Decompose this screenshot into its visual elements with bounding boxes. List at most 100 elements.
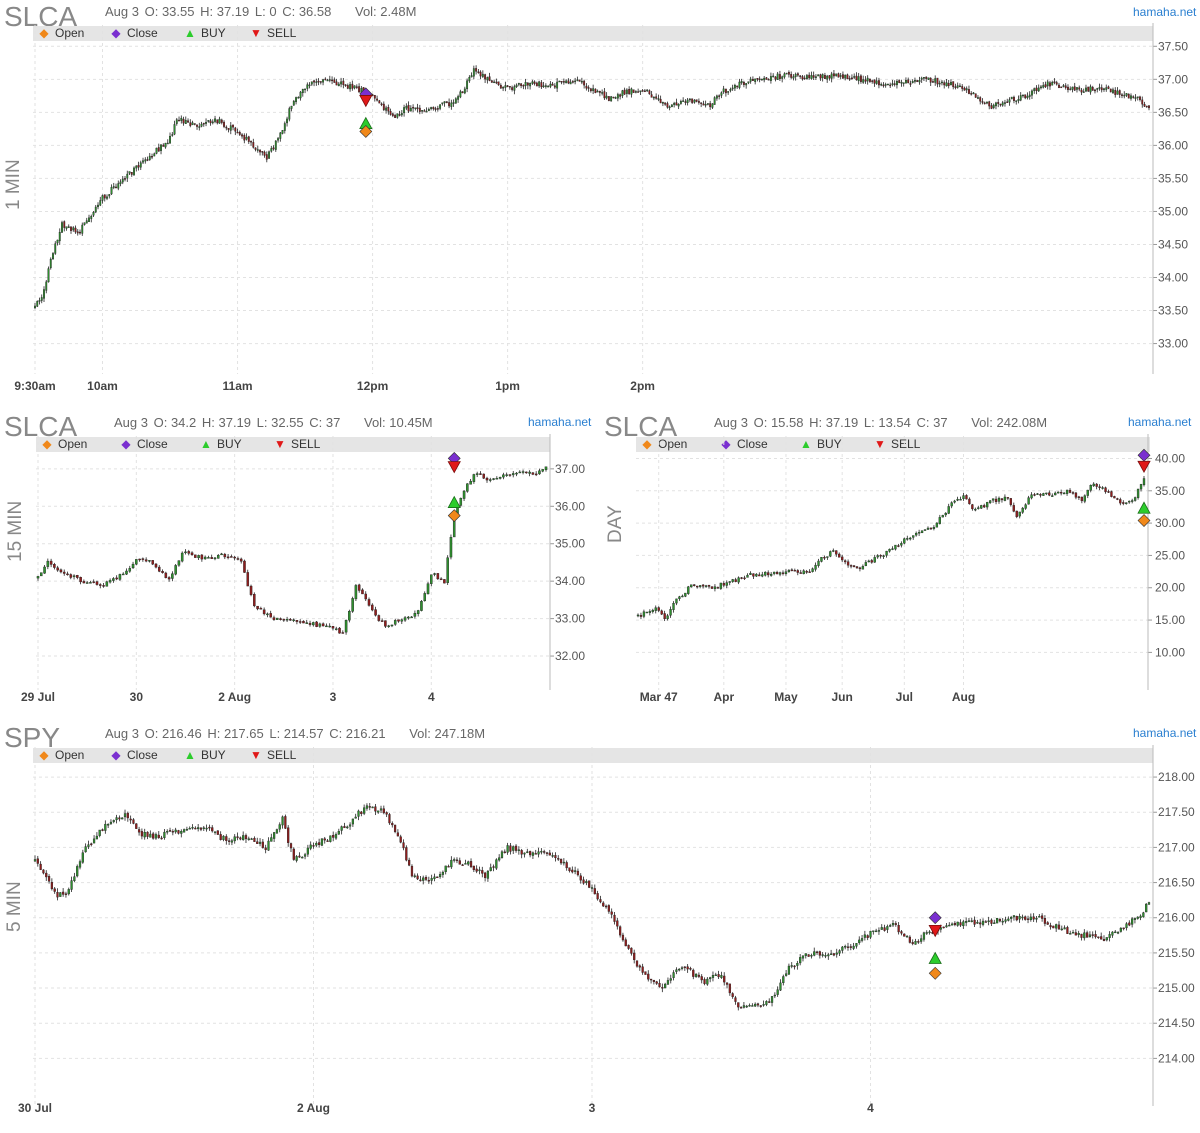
candle [654,605,657,614]
candle [242,831,245,841]
candle [725,580,728,589]
candle [542,81,545,88]
candle-body [238,132,241,135]
candle-body [891,548,894,550]
candle-body [254,147,257,150]
candle-body [774,76,777,80]
candle [263,150,266,158]
candle-body [787,72,790,75]
candle-body [1142,912,1145,918]
candle [400,109,403,117]
candle [144,557,148,563]
candle-body [82,581,86,584]
candle-body [533,81,536,84]
candle-body [444,865,447,872]
candle [301,88,304,97]
candle [36,855,39,867]
ohlc-low: L: 214.57 [269,726,324,741]
candle-body [515,84,518,88]
candle [1086,489,1089,499]
candle-body [603,91,606,99]
candle [380,102,383,107]
candle [190,551,194,556]
brand-link[interactable]: hamaha.net [1133,726,1197,740]
candle-body [1003,496,1007,501]
candle-body [1123,94,1126,97]
candle-body [268,151,270,159]
candle [385,811,388,818]
candle [85,580,89,584]
candle [624,937,627,947]
candle [724,88,727,97]
candle-body [1147,902,1151,905]
candle-body [1078,87,1081,90]
candle [517,846,520,855]
brand-link[interactable]: hamaha.net [528,415,592,429]
candle-body [36,858,39,864]
candle [407,616,410,620]
candle-body [988,101,991,107]
candle [1141,96,1144,108]
candle [449,534,453,560]
candle-body [348,611,351,621]
candle [681,594,684,598]
candle-body [118,817,121,820]
candle-body [74,227,77,233]
candle [164,142,167,149]
candle [1128,920,1131,927]
candle [1017,95,1020,104]
candle-body [817,560,820,566]
candle [1054,491,1057,496]
candle [363,804,366,816]
candle [83,222,86,226]
candle-body [216,830,219,835]
candle [669,974,672,984]
candle [249,584,253,597]
candle [947,503,950,515]
candle [357,809,360,821]
brand-link[interactable]: hamaha.net [1133,5,1197,19]
candle [439,104,442,111]
candle [230,554,233,558]
candle [382,101,385,112]
candle-body [69,574,73,578]
candle [1051,493,1054,497]
candle [220,118,223,125]
candle [992,103,995,110]
candle-body [207,557,210,559]
candle [970,917,973,923]
candle [751,1003,754,1007]
candle [36,575,40,581]
candle [1105,937,1108,942]
candle [121,175,124,185]
candle [454,97,457,104]
candle-body [343,826,346,829]
candle-body [722,583,725,586]
candle [458,857,461,865]
ohlc-high: H: 37.19 [809,415,859,430]
brand-link[interactable]: hamaha.net [1128,415,1192,429]
candle-body [1030,494,1033,499]
candle [567,78,570,85]
candle-body [911,81,914,83]
candle-body [767,572,770,576]
candle [889,923,892,928]
candle-body [962,921,965,927]
candle-body [1048,492,1051,496]
candle [253,592,256,608]
candle-body [209,120,212,124]
candle [275,828,279,834]
candle [729,87,732,93]
candle [1080,496,1084,504]
candle-body [636,614,640,617]
candle [852,565,856,568]
candle-body [769,573,773,576]
candle-body [1111,931,1114,936]
candle-body [1096,88,1099,90]
candle [776,986,779,997]
candle [340,825,343,835]
candle-body [576,870,580,876]
candle [531,79,534,85]
y-tick-label: 20.00 [1155,581,1185,595]
candle [389,108,392,116]
